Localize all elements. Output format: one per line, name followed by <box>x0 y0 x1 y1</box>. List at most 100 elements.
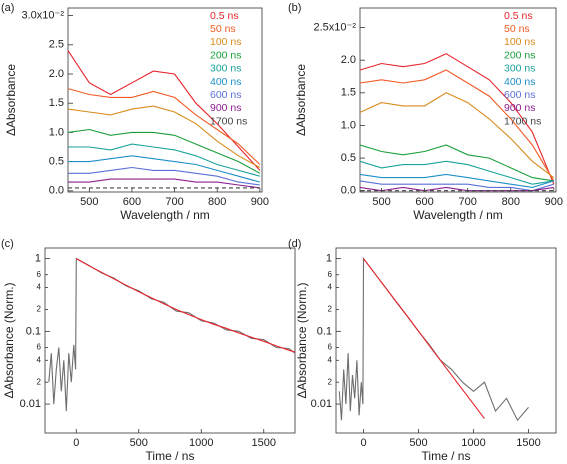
legend-entry: 1700 ns <box>210 115 247 127</box>
y-tick-label: 6 <box>37 343 42 352</box>
data-line <box>67 50 261 171</box>
y-tick-label: 4 <box>328 355 333 364</box>
data-line <box>68 178 260 189</box>
x-tick-label: 500 <box>372 196 390 208</box>
legend-entry: 300 ns <box>504 63 536 75</box>
y-tick-label: 0.1 <box>26 325 41 337</box>
legend-entry: 0.5 ns <box>210 10 239 22</box>
y-tick-label: 6 <box>37 270 42 279</box>
y-tick-label: 2.0 <box>341 54 356 66</box>
data-line <box>67 105 261 168</box>
data-line <box>67 88 261 165</box>
y-tick-label: 2 <box>328 305 333 314</box>
x-tick-label: 800 <box>208 196 226 208</box>
x-tick-label: 800 <box>502 196 520 208</box>
y-tick-label: 6 <box>328 270 333 279</box>
x-axis-label: Wavelength / nm <box>413 208 503 222</box>
y-tick-label: 2 <box>37 377 42 386</box>
y-tick-label: 2.5 <box>49 39 64 51</box>
data-line <box>359 160 554 185</box>
legend-entry: 50 ns <box>504 23 530 35</box>
y-tick-label: 2.5x10⁻² <box>314 21 357 33</box>
plot-frame <box>359 7 557 193</box>
plot-frame <box>67 7 263 193</box>
x-tick-label: 700 <box>459 196 477 208</box>
legend-entry: 50 ns <box>210 23 236 35</box>
y-tick-label: 0.01 <box>20 398 41 410</box>
x-axis-label: Time / ns <box>422 449 471 463</box>
x-tick-label: 1000 <box>461 437 485 449</box>
legend-entry: 200 ns <box>504 49 536 61</box>
y-tick-label: 0.01 <box>311 398 332 410</box>
x-tick-label: 0 <box>360 437 366 449</box>
y-tick-label: 4 <box>37 355 42 364</box>
data-line <box>359 173 554 188</box>
y-tick-label: 1.0 <box>49 126 64 138</box>
legend-entry: 900 ns <box>504 102 536 114</box>
y-tick-label: 3.0x10⁻² <box>22 9 65 21</box>
y-tick-label: 1.0 <box>341 119 356 131</box>
plot-frame <box>44 247 296 434</box>
data-line <box>76 258 296 353</box>
panel-label: (a) <box>1 2 14 14</box>
data-line <box>359 144 554 182</box>
legend-entry: 0.5 ns <box>504 10 533 22</box>
data-line <box>48 257 296 412</box>
y-tick-label: 0.0 <box>341 185 356 197</box>
x-axis-label: Time / ns <box>146 449 195 463</box>
legend-entry: 1700 ns <box>504 115 541 127</box>
legend-entry: 400 ns <box>504 76 536 88</box>
data-line <box>68 143 261 177</box>
y-tick-label: 4 <box>328 283 333 292</box>
y-tick-label: 0.0 <box>49 185 64 197</box>
x-tick-label: 700 <box>165 196 183 208</box>
y-tick-label: 4 <box>37 283 42 292</box>
y-tick-label: 0.5 <box>341 152 356 164</box>
x-tick-label: 0 <box>73 437 79 449</box>
x-tick-label: 500 <box>80 196 98 208</box>
data-line <box>359 69 555 182</box>
y-tick-label: 2 <box>37 305 42 314</box>
data-line <box>359 180 554 192</box>
x-tick-label: 900 <box>251 196 269 208</box>
plot-frame <box>335 247 557 434</box>
data-line <box>68 166 260 186</box>
legend-entry: 300 ns <box>210 63 242 75</box>
y-tick-label: 1 <box>35 253 41 265</box>
x-tick-label: 1500 <box>516 437 540 449</box>
x-tick-label: 600 <box>415 196 433 208</box>
y-tick-label: 0.1 <box>317 325 332 337</box>
y-tick-label: 1 <box>326 253 332 265</box>
y-axis-label: ΔAbsorbance <box>4 64 18 136</box>
y-tick-label: 2 <box>328 377 333 386</box>
legend-entry: 600 ns <box>210 89 242 101</box>
panel-label: (b) <box>288 2 301 14</box>
y-axis-label: ΔAbsorbance <box>294 64 308 136</box>
y-tick-label: 1.5 <box>341 87 356 99</box>
legend-entry: 600 ns <box>504 89 536 101</box>
data-line <box>67 128 261 174</box>
legend-entry: 900 ns <box>210 102 242 114</box>
data-line <box>359 53 555 185</box>
legend-entry: 200 ns <box>210 49 242 61</box>
x-tick-label: 600 <box>123 196 141 208</box>
data-line <box>359 92 555 179</box>
legend-entry: 400 ns <box>210 76 242 88</box>
y-tick-label: 2.0 <box>49 68 64 80</box>
x-tick-label: 1500 <box>252 437 276 449</box>
y-tick-label: 6 <box>328 343 333 352</box>
panel-label: (d) <box>288 238 301 250</box>
x-tick-label: 900 <box>545 196 563 208</box>
y-axis-label: ΔAbsorbance (Norm.) <box>295 282 309 398</box>
data-line <box>338 256 529 422</box>
legend-entry: 100 ns <box>504 36 536 48</box>
y-axis-label: ΔAbsorbance (Norm.) <box>2 282 16 398</box>
legend-entry: 100 ns <box>210 36 242 48</box>
data-line <box>68 155 261 183</box>
data-line <box>363 258 485 420</box>
y-tick-label: 0.5 <box>49 156 64 168</box>
y-tick-label: 1.5 <box>49 97 64 109</box>
x-tick-label: 500 <box>130 437 148 449</box>
